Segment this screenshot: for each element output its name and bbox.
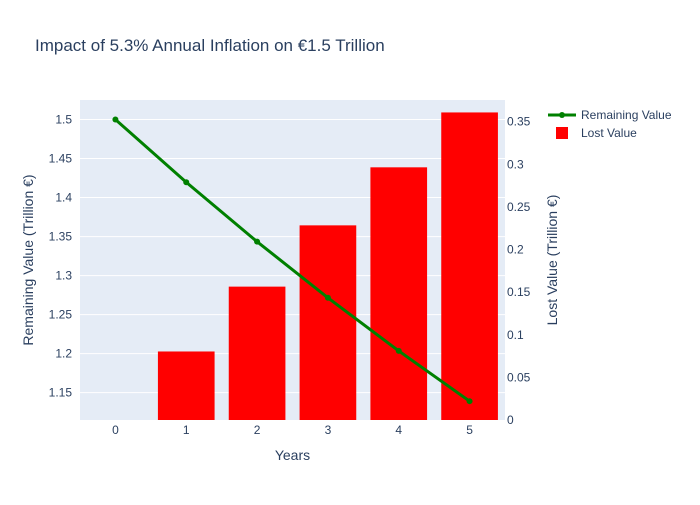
bar-lost-value[interactable] xyxy=(441,112,498,420)
y-right-tick-label: 0.35 xyxy=(507,115,531,129)
y-axis-left-ticks: 1.15 1.2 1.25 1.3 1.35 1.4 1.45 1.5 xyxy=(49,113,73,400)
gridlines xyxy=(80,119,505,394)
y-left-tick-label: 1.3 xyxy=(55,269,72,283)
legend-bar-swatch xyxy=(556,127,568,139)
point-remaining-value[interactable] xyxy=(254,238,261,245)
chart-title: Impact of 5.3% Annual Inflation on €1.5 … xyxy=(35,36,385,55)
x-tick-label: 0 xyxy=(112,423,119,437)
x-tick-label: 1 xyxy=(183,423,190,437)
y-left-tick-label: 1.25 xyxy=(49,308,73,322)
point-remaining-value[interactable] xyxy=(324,294,331,301)
line-series-remaining-value xyxy=(112,116,473,405)
y-right-tick-label: 0.15 xyxy=(507,285,531,299)
line-remaining-value[interactable] xyxy=(114,118,471,403)
x-tick-label: 4 xyxy=(395,423,402,437)
x-axis-ticks: 0 1 2 3 4 5 xyxy=(112,423,473,437)
point-remaining-value[interactable] xyxy=(395,347,402,354)
legend-label-remaining-value: Remaining Value xyxy=(581,108,672,122)
point-remaining-value[interactable] xyxy=(466,398,473,405)
bar-lost-value[interactable] xyxy=(157,351,215,420)
y-left-tick-label: 1.35 xyxy=(49,230,73,244)
point-remaining-value[interactable] xyxy=(183,179,190,186)
y-left-tick-label: 1.2 xyxy=(55,347,72,361)
y-axis-right-ticks: 0 0.05 0.1 0.15 0.2 0.25 0.3 0.35 xyxy=(507,115,531,427)
y-left-tick-label: 1.15 xyxy=(49,386,73,400)
y-left-tick-label: 1.4 xyxy=(55,191,72,205)
legend-marker-swatch xyxy=(559,112,565,118)
y-right-tick-label: 0.3 xyxy=(507,157,524,171)
point-remaining-value[interactable] xyxy=(112,116,119,123)
y-axis-left-label: Remaining Value (Trillion €) xyxy=(20,174,36,345)
y-left-tick-label: 1.45 xyxy=(49,152,73,166)
legend-item-remaining-value[interactable]: Remaining Value xyxy=(548,108,672,122)
y-left-tick-label: 1.5 xyxy=(55,113,72,127)
bar-lost-value[interactable] xyxy=(228,286,286,420)
legend: Remaining Value Lost Value xyxy=(548,108,672,140)
x-tick-label: 2 xyxy=(254,423,261,437)
bar-lost-value[interactable] xyxy=(370,167,428,420)
legend-item-lost-value[interactable]: Lost Value xyxy=(556,126,637,140)
y-right-tick-label: 0.05 xyxy=(507,370,531,384)
y-right-tick-label: 0.1 xyxy=(507,328,524,342)
y-right-tick-label: 0 xyxy=(507,413,514,427)
y-right-tick-label: 0.2 xyxy=(507,243,524,257)
x-axis-label: Years xyxy=(275,447,310,463)
x-tick-label: 3 xyxy=(325,423,332,437)
legend-label-lost-value: Lost Value xyxy=(581,126,637,140)
bar-lost-value[interactable] xyxy=(299,225,357,420)
bar-series-lost-value xyxy=(157,112,498,420)
x-tick-label: 5 xyxy=(466,423,473,437)
y-axis-right-label: Lost Value (Trillion €) xyxy=(544,195,560,326)
y-right-tick-label: 0.25 xyxy=(507,200,531,214)
plot-area xyxy=(80,100,505,420)
